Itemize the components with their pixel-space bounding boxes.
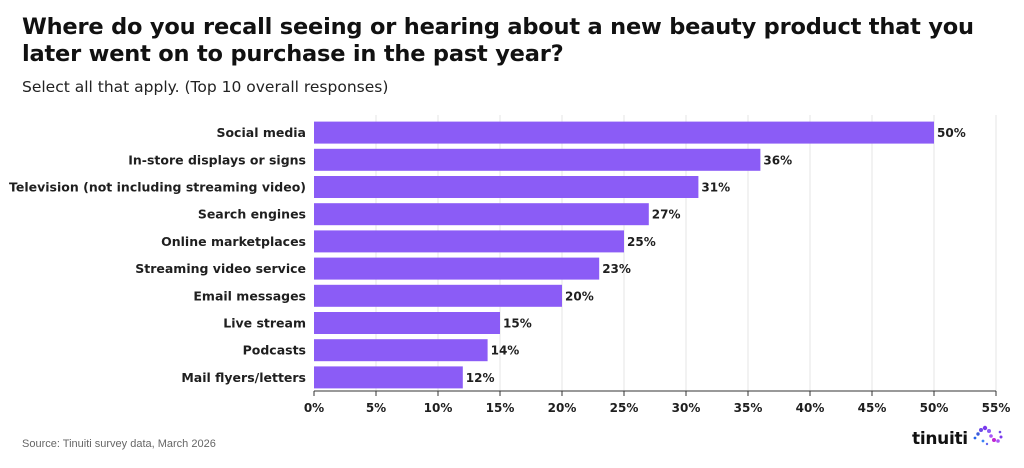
x-tick-label: 35% [734,401,763,415]
bar [314,312,500,334]
data-label: 20% [565,289,594,303]
brand-logo: tinuiti [912,424,1003,454]
category-label: Online marketplaces [161,234,306,249]
x-tick-label: 20% [548,401,577,415]
bar [314,121,934,144]
category-label: Mail flyers/letters [181,370,306,385]
chart-title: Where do you recall seeing or hearing ab… [22,14,974,67]
data-label: 50% [937,126,966,140]
data-label: 14% [491,344,520,358]
category-label: Streaming video service [135,261,306,276]
data-label: 36% [763,153,792,167]
bar [314,176,699,198]
data-label: 31% [701,181,730,195]
x-tick-label: 0% [304,401,324,415]
bar [314,257,600,280]
category-label: Social media [216,125,306,140]
x-tick-label: 50% [920,401,949,415]
data-label: 25% [627,235,656,249]
category-label: Podcasts [243,343,306,358]
data-label: 15% [503,317,532,331]
bar [314,284,562,307]
x-tick-label: 10% [424,401,453,415]
data-label: 27% [652,208,681,222]
x-tick-label: 40% [796,401,825,415]
brand-wordmark: tinuiti [912,429,968,449]
tinuiti-logo-icon [973,425,1003,446]
category-label: Live stream [223,316,306,331]
bar [314,230,624,253]
bar [314,339,488,362]
category-label: Television (not including streaming vide… [9,180,306,195]
source-note: Source: Tinuiti survey data, March 2026 [22,438,216,450]
category-label: In-store displays or signs [128,152,306,167]
x-tick-label: 5% [366,401,386,415]
chart-subtitle: Select all that apply. (Top 10 overall r… [22,78,389,96]
data-label: 12% [466,371,495,385]
bar [314,203,649,226]
category-label: Email messages [193,288,306,303]
x-tick-label: 55% [982,401,1011,415]
bar [314,366,463,389]
data-label: 23% [602,262,631,276]
category-label: Search engines [198,207,306,222]
bar [314,148,761,171]
x-tick-label: 15% [486,401,515,415]
x-tick-label: 25% [610,401,639,415]
x-tick-label: 30% [672,401,701,415]
x-tick-label: 45% [858,401,887,415]
